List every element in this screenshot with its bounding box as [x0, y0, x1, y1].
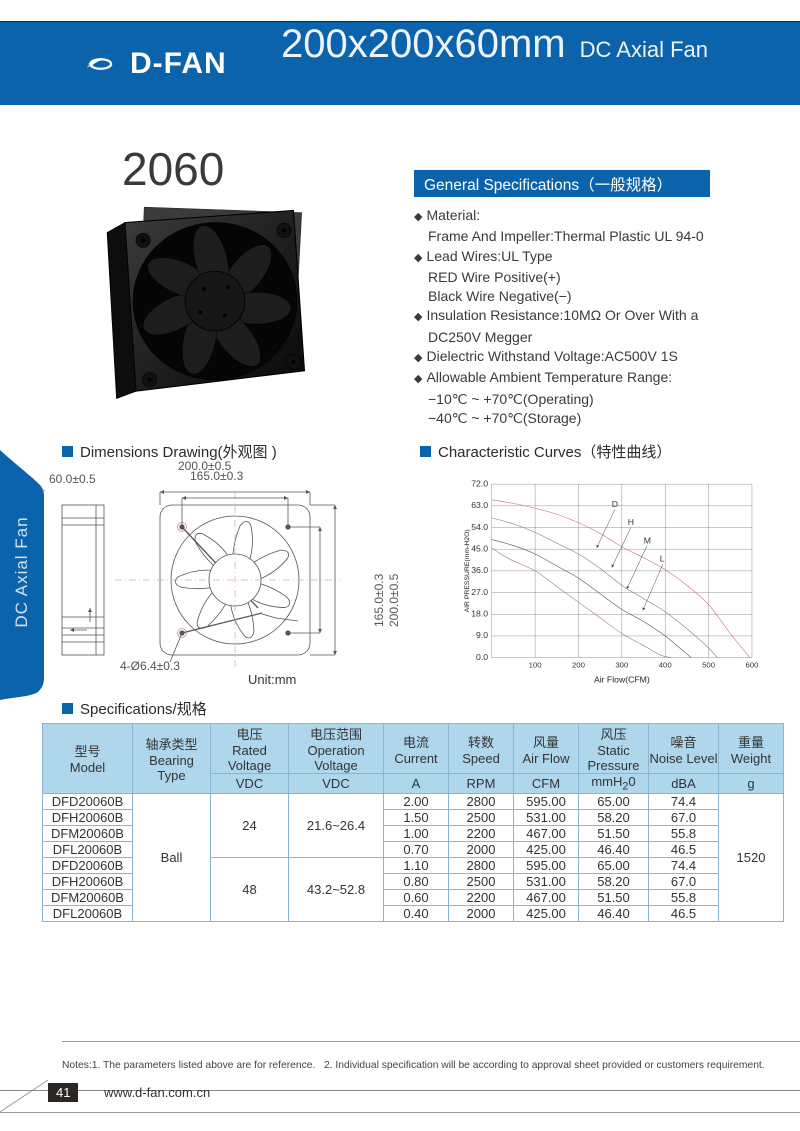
svg-text:100: 100 — [529, 661, 542, 670]
svg-text:500: 500 — [702, 661, 715, 670]
svg-text:63.0: 63.0 — [471, 500, 488, 510]
svg-text:H: H — [628, 517, 634, 527]
svg-text:Air Flow(CFM): Air Flow(CFM) — [594, 675, 650, 685]
svg-text:0.0: 0.0 — [476, 652, 488, 662]
svg-text:27.0: 27.0 — [471, 587, 488, 597]
svg-text:600: 600 — [745, 661, 758, 670]
svg-text:M: M — [644, 535, 651, 545]
svg-text:36.0: 36.0 — [471, 565, 488, 575]
svg-text:9.0: 9.0 — [476, 630, 488, 640]
svg-text:200: 200 — [572, 661, 585, 670]
svg-text:300: 300 — [615, 661, 628, 670]
svg-text:54.0: 54.0 — [471, 522, 488, 532]
svg-text:18.0: 18.0 — [471, 609, 488, 619]
svg-text:400: 400 — [659, 661, 672, 670]
svg-text:45.0: 45.0 — [471, 543, 488, 553]
svg-text:D: D — [612, 499, 618, 509]
svg-text:72.0: 72.0 — [471, 478, 488, 488]
svg-text:L: L — [660, 554, 665, 564]
svg-text:AIR PRESSURE(mm-H2O): AIR PRESSURE(mm-H2O) — [464, 529, 471, 612]
